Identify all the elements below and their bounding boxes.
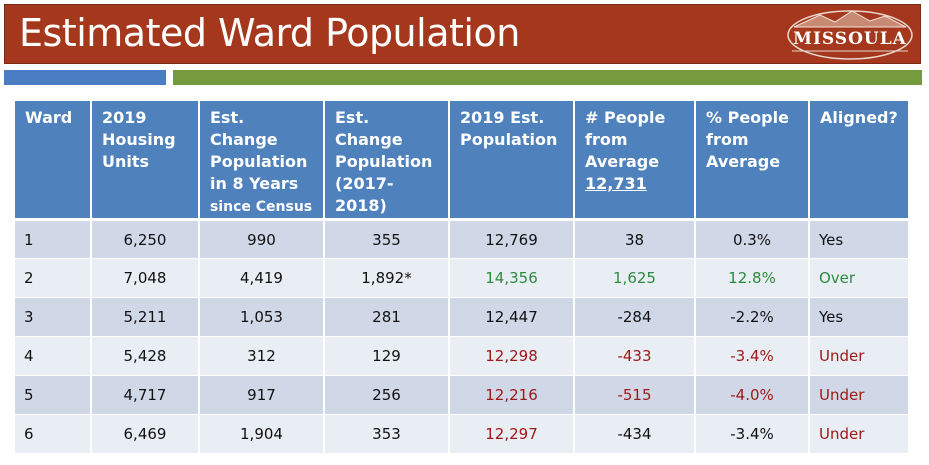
accent-stripe-blue xyxy=(4,70,166,85)
est-change-2017-2018-cell: 1,892* xyxy=(324,258,450,298)
col-header-people-from-average: # People from Average 12,731 xyxy=(574,101,696,221)
table-row: 3 5,211 1,053 281 12,447 -284 -2.2% Yes xyxy=(15,297,908,337)
people-from-average-cell: 1,625 xyxy=(574,258,696,298)
pct-from-average-cell: 12.8% xyxy=(695,258,810,298)
ward-cell: 4 xyxy=(15,336,92,376)
pct-from-average-cell: -2.2% xyxy=(695,297,810,337)
header-line: Est. Change Population xyxy=(335,108,433,171)
table-header-row: Ward 2019 Housing Units Est. Change Popu… xyxy=(15,101,908,221)
housing-units-cell: 4,717 xyxy=(91,375,200,415)
pct-from-average-cell: -4.0% xyxy=(695,375,810,415)
aligned-cell: Over xyxy=(809,258,908,298)
est-change-2017-2018-cell: 129 xyxy=(324,336,450,376)
col-header-ward: Ward xyxy=(15,101,92,221)
mountain-logo-icon xyxy=(787,10,913,60)
page-title: Estimated Ward Population xyxy=(19,11,520,55)
col-header-est-change-2017-2018: Est. Change Population (2017-2018) xyxy=(324,101,450,221)
pct-from-average-cell: 0.3% xyxy=(695,219,810,259)
pct-from-average-cell: -3.4% xyxy=(695,336,810,376)
est-population-cell: 14,356 xyxy=(449,258,575,298)
est-population-cell: 12,216 xyxy=(449,375,575,415)
missoula-logo: MISSOULA xyxy=(780,7,920,63)
housing-units-cell: 6,250 xyxy=(91,219,200,259)
table-row: 5 4,717 917 256 12,216 -515 -4.0% Under xyxy=(15,375,908,415)
aligned-cell: Under xyxy=(809,375,908,415)
col-header-aligned: Aligned? xyxy=(809,101,908,221)
est-change-2017-2018-cell: 256 xyxy=(324,375,450,415)
header-line: # People from Average xyxy=(585,108,666,171)
col-header-est-population: 2019 Est. Population xyxy=(449,101,575,221)
col-header-pct-from-average: % People from Average xyxy=(695,101,810,221)
aligned-cell: Under xyxy=(809,414,908,454)
accent-stripe-green xyxy=(173,70,922,85)
col-header-housing-units: 2019 Housing Units xyxy=(91,101,200,221)
ward-cell: 1 xyxy=(15,219,92,259)
people-from-average-cell: -434 xyxy=(574,414,696,454)
est-change-2017-2018-cell: 281 xyxy=(324,297,450,337)
table-row: 2 7,048 4,419 1,892* 14,356 1,625 12.8% Over xyxy=(15,258,908,298)
people-from-average-cell: 38 xyxy=(574,219,696,259)
est-change-2017-2018-cell: 353 xyxy=(324,414,450,454)
people-from-average-cell: -284 xyxy=(574,297,696,337)
title-bar: Estimated Ward Population MISSOULA xyxy=(4,4,921,64)
ward-cell: 3 xyxy=(15,297,92,337)
est-change-8yr-cell: 4,419 xyxy=(199,258,325,298)
aligned-cell: Yes xyxy=(809,219,908,259)
ward-cell: 6 xyxy=(15,414,92,454)
pct-from-average-cell: -3.4% xyxy=(695,414,810,454)
col-header-est-change-8yr: Est. Change Population in 8 Years since … xyxy=(199,101,325,221)
est-change-8yr-cell: 917 xyxy=(199,375,325,415)
header-line-small: since Census xyxy=(210,199,313,215)
ward-cell: 2 xyxy=(15,258,92,298)
table-row: 4 5,428 312 129 12,298 -433 -3.4% Under xyxy=(15,336,908,376)
ward-cell: 5 xyxy=(15,375,92,415)
est-population-cell: 12,298 xyxy=(449,336,575,376)
est-change-8yr-cell: 312 xyxy=(199,336,325,376)
people-from-average-cell: -433 xyxy=(574,336,696,376)
est-population-cell: 12,769 xyxy=(449,219,575,259)
header-line: (2017-2018) xyxy=(335,174,394,215)
housing-units-cell: 6,469 xyxy=(91,414,200,454)
aligned-cell: Yes xyxy=(809,297,908,337)
people-from-average-cell: -515 xyxy=(574,375,696,415)
aligned-cell: Under xyxy=(809,336,908,376)
ward-population-table: Ward 2019 Housing Units Est. Change Popu… xyxy=(15,101,908,454)
housing-units-cell: 5,211 xyxy=(91,297,200,337)
est-change-2017-2018-cell: 355 xyxy=(324,219,450,259)
est-change-8yr-cell: 1,053 xyxy=(199,297,325,337)
housing-units-cell: 7,048 xyxy=(91,258,200,298)
table-row: 1 6,250 990 355 12,769 38 0.3% Yes xyxy=(15,219,908,259)
average-value: 12,731 xyxy=(585,174,647,193)
table-row: 6 6,469 1,904 353 12,297 -434 -3.4% Under xyxy=(15,414,908,454)
est-population-cell: 12,297 xyxy=(449,414,575,454)
est-change-8yr-cell: 990 xyxy=(199,219,325,259)
housing-units-cell: 5,428 xyxy=(91,336,200,376)
est-change-8yr-cell: 1,904 xyxy=(199,414,325,454)
est-population-cell: 12,447 xyxy=(449,297,575,337)
header-line: Est. Change Population in 8 Years xyxy=(210,108,308,193)
logo-text: MISSOULA xyxy=(793,29,907,49)
